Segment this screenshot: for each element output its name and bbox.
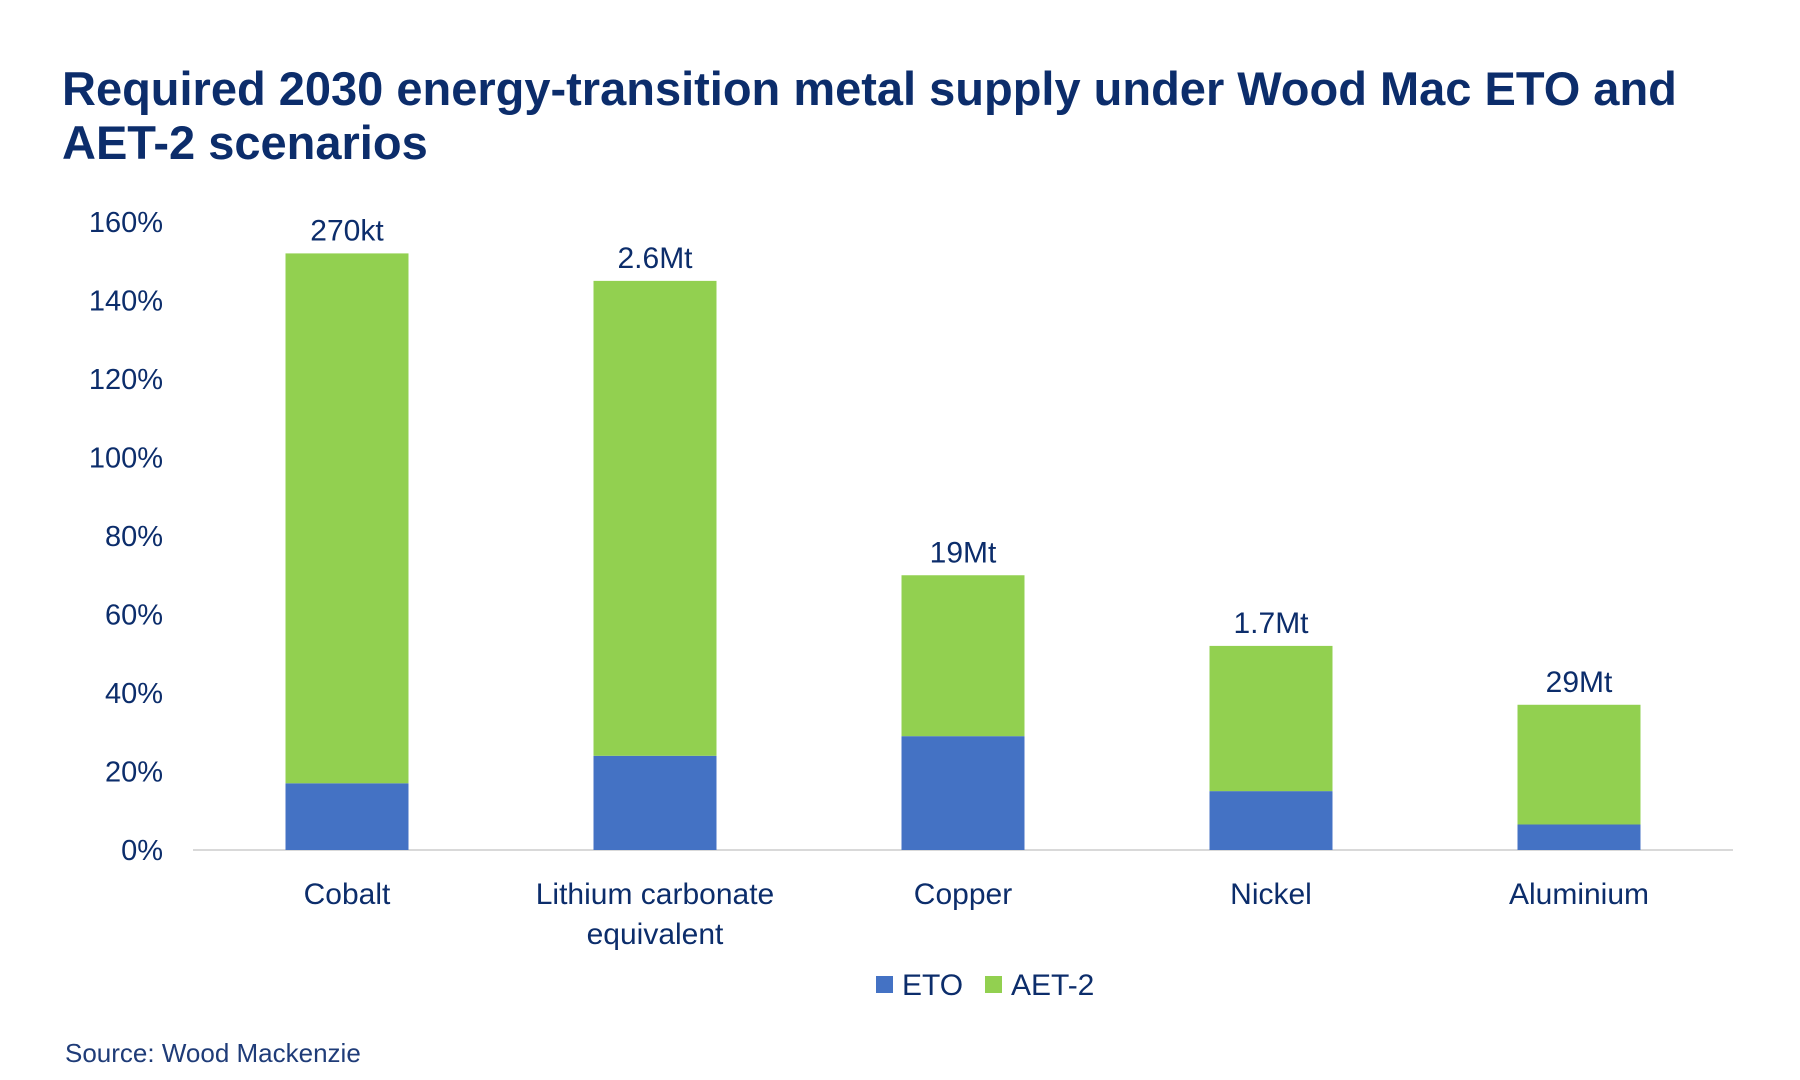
data-label: 2.6Mt — [617, 242, 693, 275]
data-label: 270kt — [310, 214, 384, 247]
x-tick-label: Copper — [914, 878, 1012, 911]
y-tick-label: 40% — [105, 678, 163, 710]
data-label: 1.7Mt — [1233, 607, 1309, 640]
bar-eto-aluminium — [1517, 824, 1641, 850]
x-tick-label: Aluminium — [1509, 878, 1649, 911]
chart-title: Required 2030 energy-transition metal su… — [62, 62, 1677, 169]
bar-aet-2-cobalt — [285, 253, 409, 784]
legend-swatch-aet-2 — [985, 976, 1002, 993]
bar-eto-nickel — [1209, 791, 1333, 850]
legend-label-eto: ETO — [902, 969, 963, 1002]
y-tick-label: 140% — [89, 286, 163, 318]
x-tick-label: Cobalt — [304, 878, 391, 911]
y-tick-label: 60% — [105, 600, 163, 632]
y-tick-label: 160% — [89, 207, 163, 239]
bar-aet-2-aluminium — [1517, 704, 1641, 825]
x-tick-label: Lithium carbonate equivalent — [536, 878, 774, 951]
bar-aet-2-lithium-carbonate-equivalent — [593, 280, 717, 756]
y-tick-label: 80% — [105, 521, 163, 553]
y-tick-label: 120% — [89, 364, 163, 396]
data-label: 19Mt — [930, 536, 997, 569]
bar-eto-lithium-carbonate-equivalent — [593, 755, 717, 850]
bar-eto-cobalt — [285, 783, 409, 850]
source-note: Source: Wood Mackenzie — [65, 1038, 361, 1068]
bar-aet-2-nickel — [1209, 645, 1333, 792]
legend-label-aet-2: AET-2 — [1011, 969, 1094, 1002]
bar-eto-copper — [901, 736, 1025, 850]
y-tick-label: 20% — [105, 757, 163, 789]
bar-aet-2-copper — [901, 575, 1025, 737]
data-label: 29Mt — [1546, 666, 1613, 699]
y-tick-label: 100% — [89, 443, 163, 475]
legend-swatch-eto — [876, 976, 893, 993]
y-tick-label: 0% — [121, 835, 163, 867]
x-tick-label: Nickel — [1230, 878, 1312, 911]
